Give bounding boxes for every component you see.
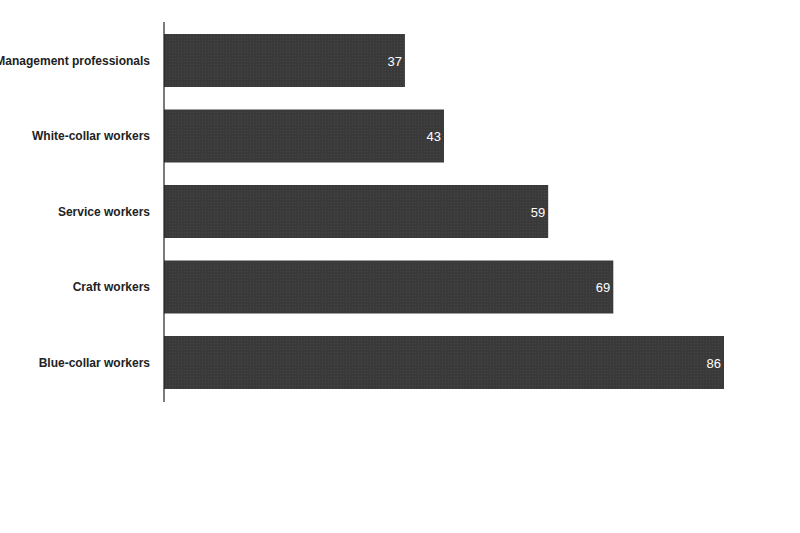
bar (164, 34, 405, 87)
bar (164, 110, 444, 163)
bar (164, 185, 548, 238)
chart-container: Management professionals 37 White-collar w… (0, 0, 800, 533)
category-label: Management professionals (0, 54, 150, 68)
labels: Management professionals 37 White-collar w… (0, 54, 721, 371)
bar (164, 336, 724, 389)
data-label: 69 (596, 280, 610, 295)
data-label: 43 (427, 129, 441, 144)
data-label: 59 (531, 205, 545, 220)
category-label: Service workers (58, 205, 150, 219)
bars (164, 34, 724, 389)
category-label: Blue-collar workers (39, 356, 151, 370)
category-label: White-collar workers (32, 129, 150, 143)
chart-svg: Management professionals 37 White-collar w… (0, 0, 800, 533)
category-axis (163, 22, 164, 402)
data-label: 86 (707, 356, 721, 371)
data-label: 37 (387, 54, 401, 69)
category-label: Craft workers (73, 280, 151, 294)
bar (164, 261, 613, 314)
